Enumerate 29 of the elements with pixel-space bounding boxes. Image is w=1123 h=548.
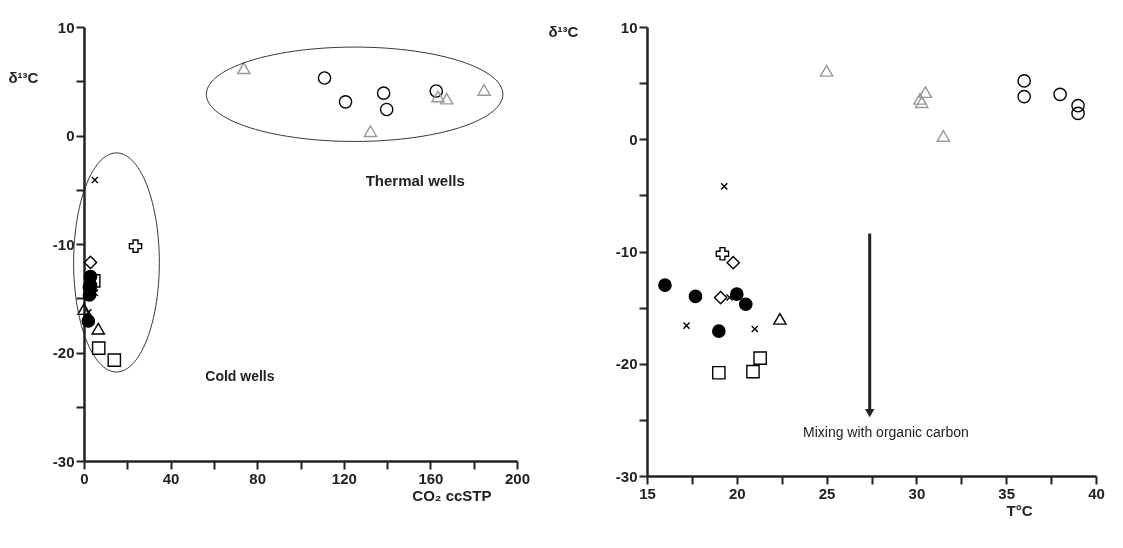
- y-axis-title: δ¹³C: [8, 68, 39, 86]
- annotation: Mixing with organic carbon: [802, 424, 969, 441]
- y-tick-label: -10: [615, 243, 638, 260]
- x-tick-label: 20: [728, 484, 746, 502]
- x-tick-label: 0: [80, 469, 89, 487]
- x-tick-label: 35: [998, 484, 1016, 502]
- y-tick-label: -10: [52, 235, 75, 253]
- x-axis-title: T°C: [1006, 501, 1033, 519]
- annotation: Cold wells: [205, 368, 275, 385]
- y-tick-label: -30: [52, 452, 75, 470]
- x-tick-label: 160: [418, 469, 444, 487]
- x-axis-title: CO₂ ccSTP: [412, 486, 492, 504]
- x-tick-label: 80: [249, 469, 267, 487]
- x-tick-label: 40: [162, 469, 180, 487]
- y-axis-title: δ¹³C: [548, 22, 579, 40]
- x-tick-label: 120: [331, 469, 357, 487]
- x-tick-label: 30: [908, 484, 926, 502]
- y-tick-label: 0: [629, 130, 638, 148]
- annotation: Thermal wells: [365, 172, 465, 190]
- x-tick-label: 40: [1088, 484, 1105, 502]
- y-tick-label: -30: [615, 467, 638, 485]
- y-tick-label: -20: [52, 344, 75, 361]
- x-tick-label: 15: [639, 484, 656, 502]
- y-tick-label: -20: [615, 355, 638, 373]
- y-tick-label: 10: [57, 18, 75, 36]
- x-tick-label: 25: [818, 484, 836, 502]
- y-tick-label: 10: [620, 18, 638, 36]
- x-tick-label: 200: [504, 469, 531, 487]
- y-tick-label: 0: [66, 127, 75, 144]
